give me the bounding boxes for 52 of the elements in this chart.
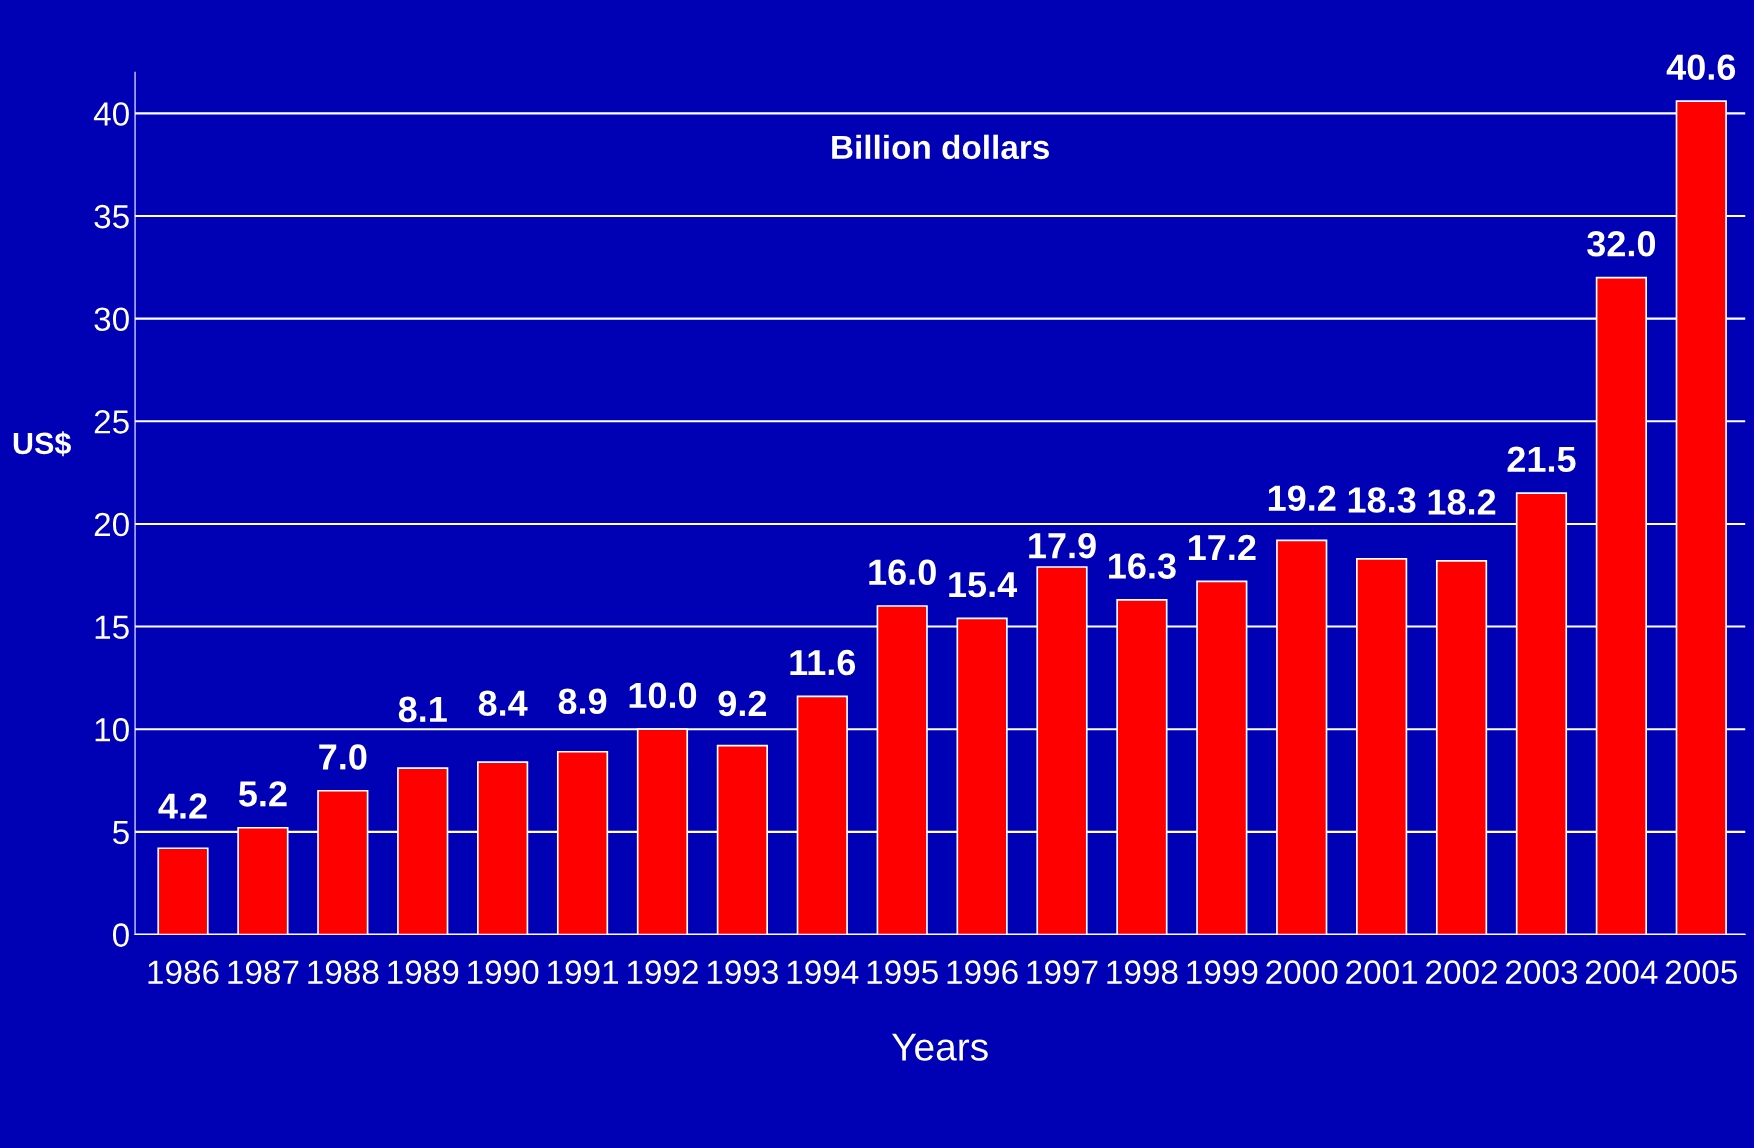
x-tick-label: 2002 <box>1426 960 1497 984</box>
x-tick-label: 1994 <box>787 960 859 984</box>
data-label: 4.2 <box>158 793 207 819</box>
x-tick-label: 2005 <box>1665 960 1737 984</box>
x-tick-label: 2004 <box>1585 960 1658 984</box>
data-label: 10.0 <box>629 682 697 709</box>
data-label: 15.4 <box>949 572 1018 598</box>
x-tick-label: 2003 <box>1506 960 1578 984</box>
data-label: 17.9 <box>1029 532 1096 559</box>
x-tick-label: 1989 <box>388 960 459 984</box>
data-label: 21.5 <box>1507 446 1576 473</box>
data-label: 8.1 <box>398 696 447 723</box>
x-tick-label: 1997 <box>1027 960 1098 984</box>
data-label: 18.3 <box>1348 487 1416 513</box>
y-tick-label: 10 <box>95 718 129 742</box>
data-label: 32.0 <box>1587 231 1656 257</box>
x-tick-label: 1999 <box>1187 960 1258 984</box>
x-tick-label: 1998 <box>1107 960 1178 984</box>
x-axis-title: Years <box>891 1033 988 1061</box>
y-axis-title: US$ <box>13 431 71 457</box>
y-tick-label: 35 <box>94 204 129 229</box>
x-tick-label: 1996 <box>947 960 1018 984</box>
data-label: 8.4 <box>478 690 528 717</box>
x-tick-label: 1986 <box>148 960 219 984</box>
y-tick-label: 5 <box>112 820 129 845</box>
data-label: 8.9 <box>558 688 607 715</box>
text: Billion dollars <box>832 134 1049 160</box>
data-label: 18.2 <box>1428 489 1496 515</box>
data-label: 40.6 <box>1666 54 1736 81</box>
data-label: 9.2 <box>718 690 767 717</box>
y-tick-label: 30 <box>94 307 129 332</box>
y-tick-label: 25 <box>94 410 129 434</box>
data-label: 19.2 <box>1268 485 1336 511</box>
x-tick-label: 1988 <box>308 960 379 984</box>
data-label: 5.2 <box>238 781 287 807</box>
data-label: 16.0 <box>869 559 936 586</box>
data-label: 16.3 <box>1109 553 1176 579</box>
data-label: 11.6 <box>790 649 856 676</box>
x-tick-label: 1991 <box>548 960 618 984</box>
x-tick-label: 1987 <box>228 960 299 984</box>
x-tick-label: 2000 <box>1266 960 1338 984</box>
y-tick-label: 20 <box>94 512 129 537</box>
data-label: 17.2 <box>1188 534 1256 561</box>
y-tick-label: 40 <box>93 102 129 126</box>
x-tick-label: 1993 <box>707 960 778 984</box>
x-tick-label: 1992 <box>627 960 698 984</box>
x-tick-label: 1990 <box>468 960 539 984</box>
y-tick-label: 15 <box>95 615 129 639</box>
y-tick-label: 0 <box>112 923 129 947</box>
x-tick-label: 1995 <box>867 960 938 984</box>
x-tick-label: 2001 <box>1346 960 1418 984</box>
data-label: 7.0 <box>319 744 367 770</box>
